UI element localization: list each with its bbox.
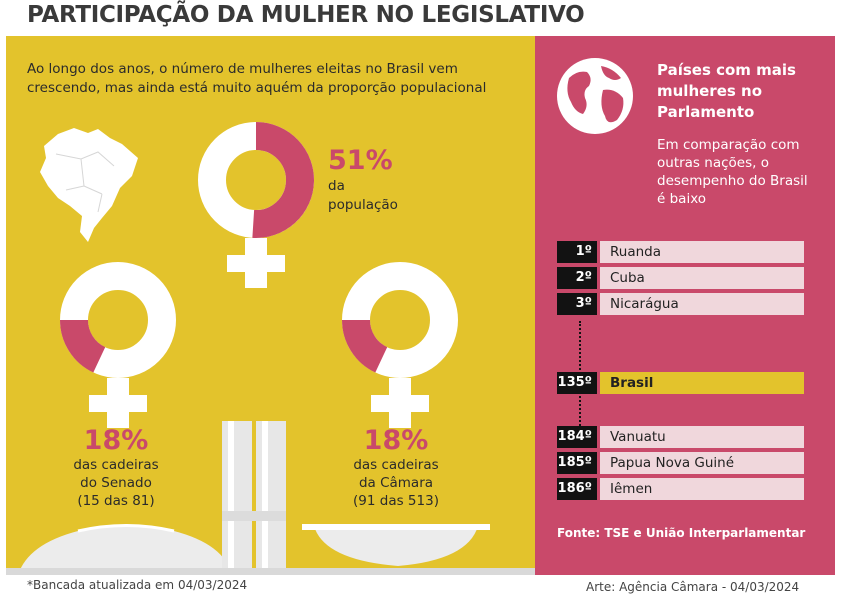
- globe-icon: [557, 58, 633, 134]
- panel-subtitle: Em comparação com outras nações, o desem…: [657, 137, 808, 207]
- ranking-row-highlight: 135º Brasil: [557, 372, 804, 394]
- senado-stat: 18% das cadeiras do Senado (15 das 81): [46, 426, 186, 510]
- ranking-country: Cuba: [600, 267, 804, 289]
- female-symbol-icon: [198, 122, 314, 288]
- ranking-position: 135º: [557, 372, 597, 394]
- footnote: *Bancada atualizada em 04/03/2024: [27, 578, 248, 592]
- camara-label-1: das cadeiras: [353, 457, 439, 473]
- ranking-row: 3º Nicarágua: [557, 293, 804, 315]
- population-percent: 51%: [328, 145, 393, 176]
- senado-label-2: do Senado: [80, 475, 152, 491]
- female-symbol-icon: [60, 262, 176, 428]
- main-panel: Ao longo dos anos, o número de mulheres …: [6, 36, 535, 575]
- senado-label-1: das cadeiras: [73, 457, 159, 473]
- camara-label-2: da Câmara: [358, 475, 434, 491]
- ranking-row: 186º Iêmen: [557, 478, 804, 500]
- camara-percent: 18%: [363, 425, 429, 456]
- female-symbol-icon: [342, 262, 458, 428]
- senado-percent: 18%: [83, 425, 149, 456]
- ranking-position: 185º: [557, 452, 597, 474]
- population-label-1: da: [328, 178, 345, 194]
- ranking-country: Brasil: [600, 372, 804, 394]
- population-stat: 51% da população: [328, 145, 398, 215]
- ranking-country: Iêmen: [600, 478, 804, 500]
- ranking-row: 185º Papua Nova Guiné: [557, 452, 804, 474]
- intro-text: Ao longo dos anos, o número de mulheres …: [27, 61, 487, 96]
- brazil-map-icon: [40, 128, 138, 242]
- page-title: PARTICIPAÇÃO DA MULHER NO LEGISLATIVO: [27, 2, 585, 28]
- panel-title: Países com mais mulheres no Parlamento: [657, 61, 796, 121]
- congress-building-icon: [6, 421, 535, 575]
- source-note: Fonte: TSE e União Interparlamentar: [557, 526, 806, 540]
- camara-label-3: (91 das 513): [353, 493, 439, 509]
- ranking-country: Ruanda: [600, 241, 804, 263]
- ranking-country: Papua Nova Guiné: [600, 452, 804, 474]
- ranking-position: 2º: [557, 267, 597, 289]
- ranking-panel: Países com mais mulheres no Parlamento E…: [535, 36, 835, 575]
- population-label-2: população: [328, 197, 398, 213]
- senado-label-3: (15 das 81): [77, 493, 155, 509]
- credit-line: Arte: Agência Câmara - 04/03/2024: [586, 580, 800, 594]
- ranking-country: Nicarágua: [600, 293, 804, 315]
- ranking-position: 1º: [557, 241, 597, 263]
- ranking-country: Vanuatu: [600, 426, 804, 448]
- ranking-position: 184º: [557, 426, 597, 448]
- ranking-row: 184º Vanuatu: [557, 426, 804, 448]
- ranking-position: 3º: [557, 293, 597, 315]
- ranking-row: 1º Ruanda: [557, 241, 804, 263]
- ranking-position: 186º: [557, 478, 597, 500]
- camara-stat: 18% das cadeiras da Câmara (91 das 513): [326, 426, 466, 510]
- ranking-row: 2º Cuba: [557, 267, 804, 289]
